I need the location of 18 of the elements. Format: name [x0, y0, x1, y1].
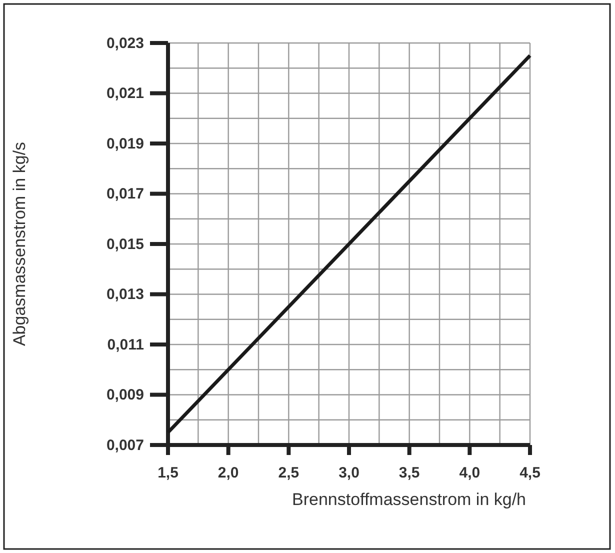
y-tick-label: 0,021 — [106, 85, 144, 102]
x-tick-label: 2,5 — [278, 464, 300, 482]
x-tick-label: 3,5 — [398, 464, 420, 482]
y-tick-label: 0,007 — [106, 436, 144, 454]
x-tick-label: 3,0 — [338, 464, 360, 482]
x-tick-label: 4,5 — [520, 464, 540, 482]
y-tick-label: 0,015 — [106, 236, 144, 253]
y-tick-label: 0,019 — [106, 135, 144, 152]
y-tick-label: 0,011 — [107, 336, 144, 354]
y-tick-label: 0,009 — [106, 386, 144, 404]
x-tick-label: 4,0 — [459, 464, 480, 482]
x-tick-label: 2,0 — [218, 464, 239, 482]
y-tick-label: 0,023 — [106, 34, 144, 52]
y-tick-label: 0,017 — [106, 186, 144, 203]
x-tick-label: 1,5 — [158, 464, 178, 482]
y-axis-title: Abgasmassenstrom in kg/s — [10, 142, 29, 346]
x-axis-title: Brennstoffmassenstrom in kg/h — [292, 490, 526, 509]
y-tick-label: 0,013 — [106, 286, 144, 304]
